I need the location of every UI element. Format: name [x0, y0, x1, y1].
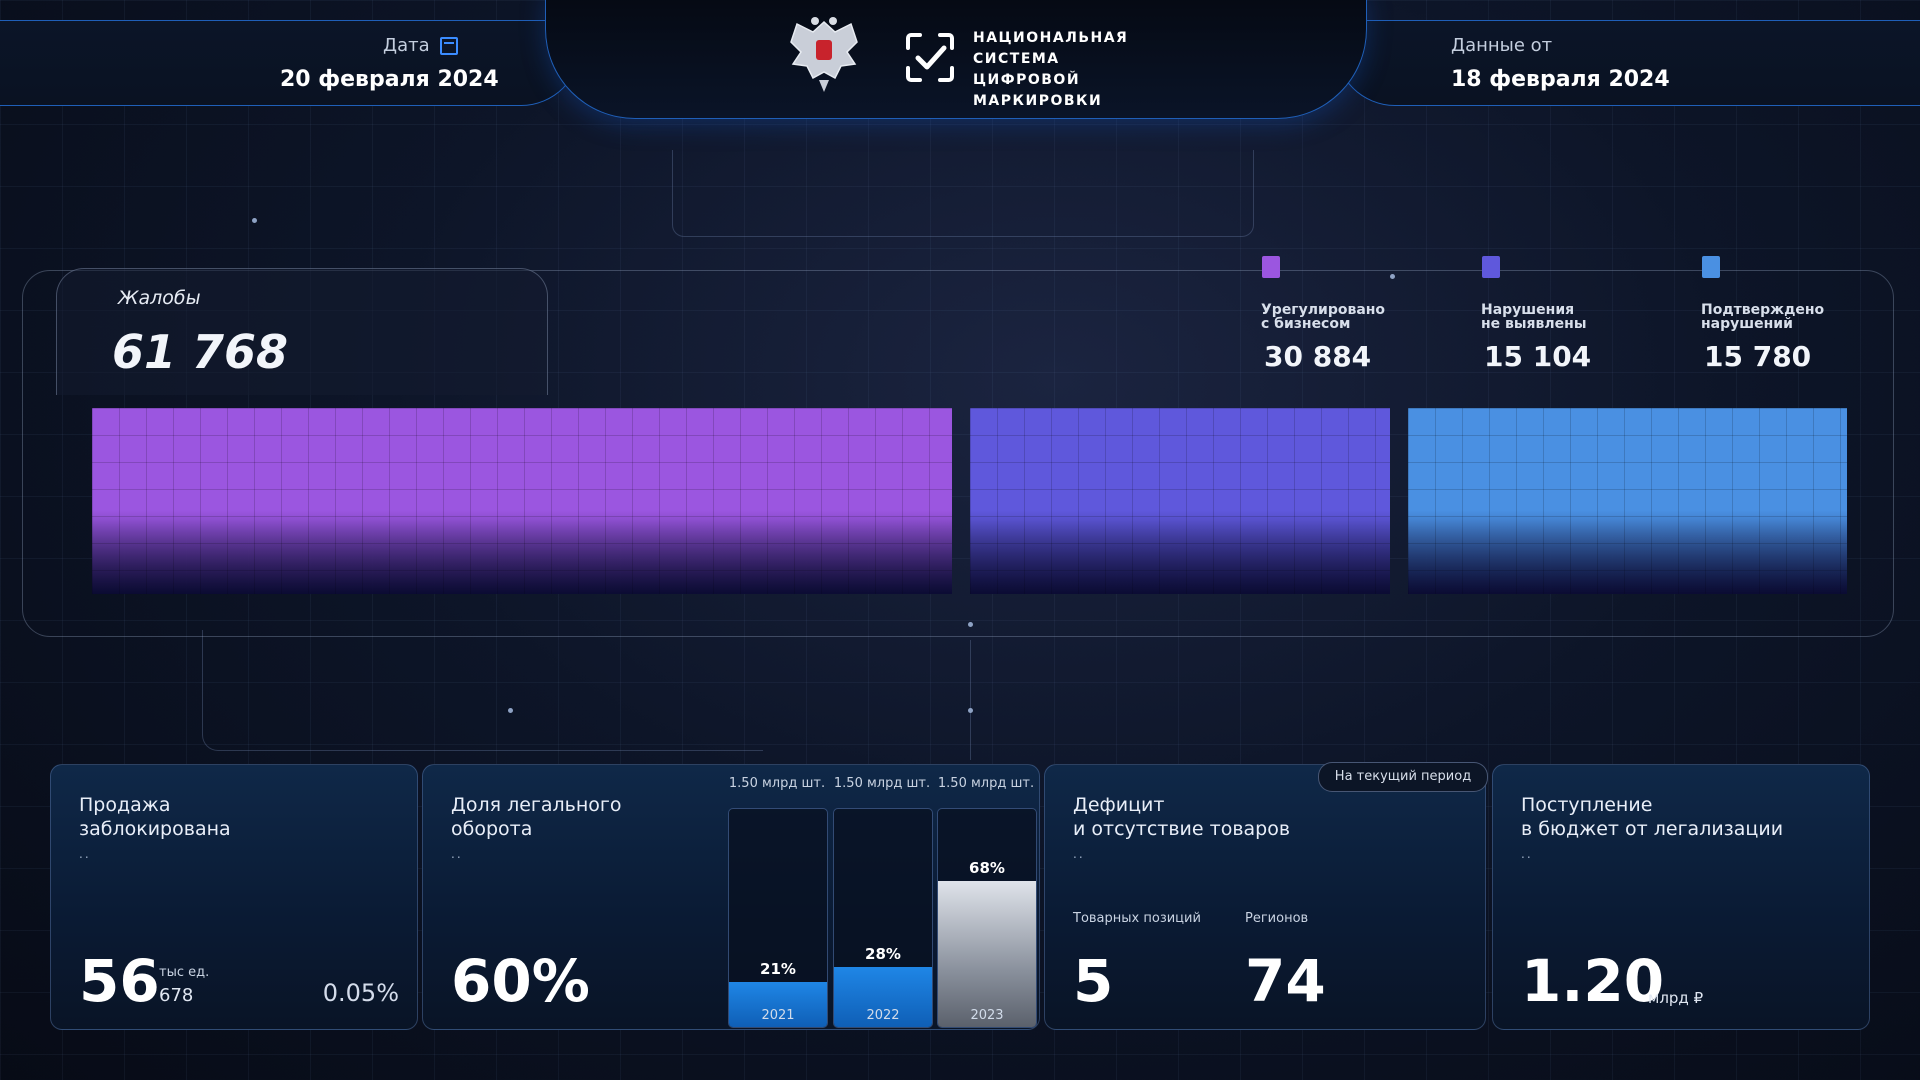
positions-label: Товарных позиций — [1073, 911, 1201, 926]
legend-swatch — [1702, 256, 1720, 278]
complaints-header-tab — [56, 268, 548, 395]
checkmark-frame-logo — [906, 33, 954, 82]
card-title: Поступление в бюджет от легализации — [1521, 794, 1784, 840]
data-from-label: Данные от — [1451, 35, 1553, 56]
legal-share-bar[interactable]: 28% 2022 — [833, 808, 933, 1028]
header-logo-panel — [545, 0, 1367, 119]
legend-label: Подтверждено нарушений — [1701, 302, 1825, 332]
card-budget[interactable]: Поступление в бюджет от легализации .. 1… — [1492, 764, 1870, 1030]
period-tag[interactable]: На текущий период — [1318, 762, 1488, 792]
bar-fill — [938, 881, 1036, 1027]
circuit-trace — [970, 640, 971, 760]
legal-share-bar[interactable]: 68% 2023 — [937, 808, 1037, 1028]
card-blocked-sales[interactable]: Продажа заблокирована .. 56 тыс ед. 678 … — [50, 764, 418, 1030]
card-dots: .. — [79, 847, 91, 861]
bar-year: 2022 — [866, 1008, 900, 1023]
legend-label: Урегулировано с бизнесом — [1261, 302, 1386, 332]
circuit-trace — [672, 150, 1254, 237]
card-dots: .. — [1073, 847, 1085, 861]
circuit-node — [1390, 274, 1395, 279]
card-dots: .. — [451, 847, 463, 861]
circuit-node — [252, 218, 257, 223]
header-data-from-panel — [1335, 20, 1920, 106]
card-deficit[interactable]: Дефицит и отсутствие товаров .. Товарных… — [1044, 764, 1486, 1030]
complaints-total: 61 768 — [112, 325, 289, 379]
blocked-percent: 0.05% — [322, 979, 399, 1007]
legend-value: 15 104 — [1484, 340, 1592, 373]
circuit-node — [508, 708, 513, 713]
regions-value: 74 — [1245, 947, 1326, 1015]
complaints-title: Жалобы — [118, 287, 201, 309]
card-title: Продажа заблокирована — [79, 794, 231, 840]
card-title: Дефицит и отсутствие товаров — [1073, 794, 1291, 840]
complaint-segment-block[interactable] — [92, 408, 952, 594]
header-date-panel — [0, 20, 581, 106]
logo-text: НАЦИОНАЛЬНАЯ СИСТЕМА ЦИФРОВОЙ МАРКИРОВКИ — [973, 28, 1173, 112]
complaint-segment-block[interactable] — [1407, 408, 1847, 594]
bar-year: 2023 — [970, 1008, 1004, 1023]
bar-year: 2021 — [761, 1008, 795, 1023]
logo-line: НАЦИОНАЛЬНАЯ — [973, 30, 1129, 46]
blocked-sub-value: 678 — [159, 985, 194, 1006]
blocked-unit: тыс ед. — [159, 965, 210, 980]
legal-share-value: 60% — [451, 947, 590, 1015]
card-dots: .. — [1521, 847, 1533, 861]
circuit-node — [968, 708, 973, 713]
bar-top-label: 1.50 млрд шт. — [833, 776, 931, 791]
legend-value: 30 884 — [1264, 340, 1372, 373]
legend-value: 15 780 — [1704, 340, 1812, 373]
budget-unit: млрд ₽ — [1648, 989, 1704, 1007]
regions-label: Регионов — [1245, 911, 1309, 926]
complaint-segment-block[interactable] — [969, 408, 1390, 594]
calendar-icon[interactable] — [440, 37, 458, 55]
legend-swatch — [1482, 256, 1500, 278]
data-from-value: 18 февраля 2024 — [1451, 67, 1670, 92]
positions-value: 5 — [1073, 947, 1114, 1015]
bar-top-label: 1.50 млрд шт. — [728, 776, 826, 791]
bar-percent: 68% — [969, 859, 1005, 877]
bar-fill — [834, 967, 932, 1027]
coat-of-arms-emblem — [790, 17, 858, 92]
bar-fill — [729, 982, 827, 1027]
card-title: Доля легального оборота — [451, 794, 622, 840]
date-label: Дата — [383, 35, 430, 56]
budget-value: 1.20 — [1521, 947, 1665, 1015]
legal-share-bar[interactable]: 21% 2021 — [728, 808, 828, 1028]
bar-percent: 28% — [865, 945, 901, 963]
legend-swatch — [1262, 256, 1280, 278]
blocked-value: 56 — [79, 947, 160, 1015]
complaints-panel — [22, 270, 1894, 637]
date-value[interactable]: 20 февраля 2024 — [280, 67, 499, 92]
bar-top-label: 1.50 млрд шт. — [937, 776, 1035, 791]
logo-line: МАРКИРОВКИ — [973, 93, 1103, 109]
legend-label: Нарушения не выявлены — [1481, 302, 1587, 332]
circuit-node — [968, 622, 973, 627]
logo-line: СИСТЕМА ЦИФРОВОЙ — [973, 51, 1081, 88]
bar-percent: 21% — [760, 960, 796, 978]
circuit-trace — [202, 630, 763, 751]
